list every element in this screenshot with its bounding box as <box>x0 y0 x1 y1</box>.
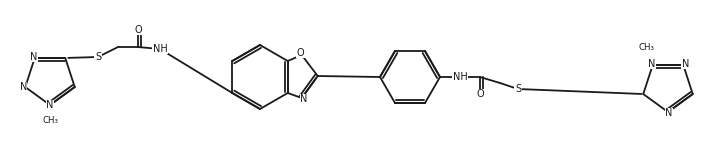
Text: N: N <box>648 58 655 68</box>
Text: N: N <box>20 82 27 92</box>
Text: N: N <box>648 59 655 69</box>
Text: N: N <box>46 100 54 110</box>
Text: NH: NH <box>452 72 468 82</box>
Text: N: N <box>665 108 673 118</box>
Text: O: O <box>476 89 484 99</box>
Text: N: N <box>30 52 38 62</box>
Text: O: O <box>134 25 142 35</box>
Text: CH₃: CH₃ <box>42 116 58 125</box>
Text: O: O <box>297 48 305 58</box>
Text: NH: NH <box>153 44 167 54</box>
Text: N: N <box>681 59 689 69</box>
Text: CH₃: CH₃ <box>639 43 654 52</box>
Text: S: S <box>95 52 101 62</box>
Text: S: S <box>515 84 521 94</box>
Text: N: N <box>300 94 308 104</box>
